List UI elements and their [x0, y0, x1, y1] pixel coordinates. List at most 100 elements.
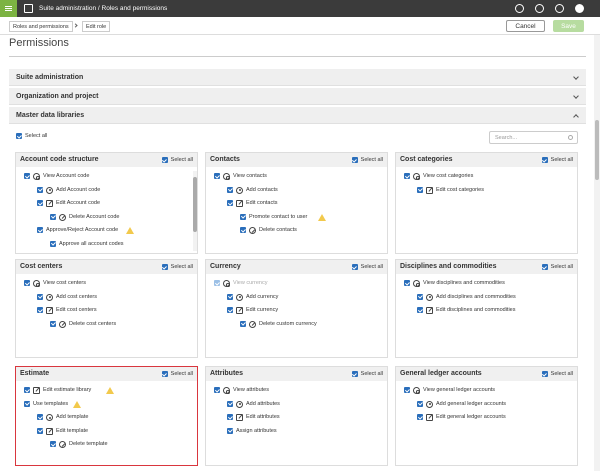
permission-panel: Disciplines and commodities Select all Vie…: [395, 259, 578, 358]
checkbox[interactable]: [161, 157, 168, 163]
checkbox[interactable]: [37, 227, 43, 233]
select-all[interactable]: Select all: [351, 260, 383, 274]
checkbox[interactable]: [50, 240, 56, 247]
checkbox[interactable]: [50, 320, 56, 327]
select-all-label[interactable]: Select all: [550, 264, 573, 270]
breadcrumb: Suite administration / Roles and permiss…: [39, 5, 168, 12]
notification-icon[interactable]: [535, 4, 544, 13]
permission-icon: [236, 186, 243, 194]
scroll-thumb[interactable]: [193, 177, 197, 232]
cancel-button[interactable]: Cancel: [506, 20, 545, 32]
checkbox[interactable]: [50, 213, 56, 220]
permission-label: Promote contact to user: [249, 213, 308, 220]
section-header[interactable]: Organization and project: [9, 88, 586, 105]
warning-icon: [125, 227, 134, 234]
checkbox[interactable]: [50, 441, 56, 447]
user-icon[interactable]: [555, 4, 564, 13]
help-icon[interactable]: [515, 4, 524, 13]
tab[interactable]: Roles and permissions: [9, 21, 73, 32]
checkbox[interactable]: [417, 293, 423, 300]
checkbox[interactable]: [37, 307, 43, 313]
checkbox[interactable]: [351, 157, 358, 163]
panel-header: Account code structure Select all: [16, 153, 197, 167]
select-all-label[interactable]: Select all: [170, 264, 193, 270]
select-all-label[interactable]: Select all: [360, 264, 383, 270]
tab[interactable]: Edit role: [82, 21, 111, 32]
checkbox[interactable]: [541, 157, 548, 163]
checkbox[interactable]: [37, 414, 43, 420]
checkbox[interactable]: [351, 371, 358, 377]
checkbox[interactable]: [24, 400, 30, 407]
permission-icon: [236, 400, 243, 408]
checkbox[interactable]: [24, 280, 30, 286]
checkbox[interactable]: [240, 227, 246, 233]
checkbox[interactable]: [16, 133, 22, 139]
checkbox[interactable]: [227, 427, 233, 434]
home-icon[interactable]: [24, 4, 33, 13]
checkbox[interactable]: [227, 400, 233, 407]
scroll-thumb[interactable]: [595, 120, 599, 180]
checkbox[interactable]: [227, 200, 233, 206]
select-all[interactable]: Select all: [351, 367, 383, 381]
checkbox[interactable]: [351, 264, 358, 270]
checkbox[interactable]: [161, 371, 168, 377]
checkbox[interactable]: [417, 186, 423, 193]
select-all-label[interactable]: Select all: [360, 371, 383, 377]
select-all-label[interactable]: Select all: [170, 371, 193, 377]
checkbox[interactable]: [417, 400, 423, 407]
select-all[interactable]: Select all: [161, 260, 193, 274]
checkbox[interactable]: [404, 280, 410, 286]
permission-icon: [46, 414, 53, 421]
select-all[interactable]: Select all: [541, 260, 573, 274]
select-all[interactable]: Select all: [351, 153, 383, 167]
panel-header: Disciplines and commodities Select all: [396, 260, 577, 274]
permission-panel: Estimate Select all Edit estimate library U…: [15, 366, 198, 466]
checkbox[interactable]: [404, 173, 410, 179]
section-header[interactable]: Suite administration: [9, 69, 586, 86]
checkbox[interactable]: [227, 307, 233, 313]
save-button[interactable]: Save: [553, 20, 584, 32]
checkbox[interactable]: [214, 387, 220, 393]
sub-bar: Roles and permissions Edit role Cancel S…: [0, 17, 600, 35]
menu-button[interactable]: [0, 0, 17, 17]
permission-label: View currency: [233, 280, 268, 286]
select-all-label[interactable]: Select all: [170, 157, 193, 163]
permission-label: Delete Account code: [69, 213, 120, 220]
checkbox[interactable]: [417, 414, 423, 420]
checkbox[interactable]: [214, 280, 220, 286]
select-all[interactable]: Select all: [541, 153, 573, 167]
checkbox[interactable]: [37, 293, 43, 300]
permission-label: View Account code: [43, 173, 90, 179]
checkbox[interactable]: [24, 173, 30, 179]
checkbox[interactable]: [240, 213, 246, 220]
checkbox[interactable]: [240, 320, 246, 327]
select-all-label[interactable]: Select all: [550, 157, 573, 163]
select-all[interactable]: Select all: [25, 133, 48, 139]
select-all[interactable]: Select all: [541, 367, 573, 381]
permission-icon: [249, 227, 256, 234]
checkbox[interactable]: [541, 264, 548, 270]
checkbox[interactable]: [541, 371, 548, 377]
checkbox[interactable]: [24, 387, 30, 393]
permission-label: Edit estimate library: [43, 387, 92, 393]
permission-icon: [46, 427, 53, 435]
checkbox[interactable]: [161, 264, 168, 270]
select-all[interactable]: Select all: [161, 153, 193, 167]
checkbox[interactable]: [227, 414, 233, 420]
permission-label: View cost centers: [43, 280, 87, 286]
checkbox[interactable]: [417, 307, 423, 313]
checkbox[interactable]: [404, 387, 410, 393]
checkbox[interactable]: [227, 293, 233, 300]
select-all-label[interactable]: Select all: [360, 157, 383, 163]
search-box[interactable]: Search...: [489, 131, 578, 144]
search-icon: [568, 135, 573, 140]
checkbox[interactable]: [37, 200, 43, 206]
select-all-label[interactable]: Select all: [550, 371, 573, 377]
section-header[interactable]: Master data libraries: [9, 107, 586, 124]
checkbox[interactable]: [37, 186, 43, 193]
checkbox[interactable]: [227, 186, 233, 193]
app-icon[interactable]: [575, 4, 584, 13]
checkbox[interactable]: [214, 173, 220, 179]
checkbox[interactable]: [37, 427, 43, 434]
select-all[interactable]: Select all: [161, 367, 193, 381]
